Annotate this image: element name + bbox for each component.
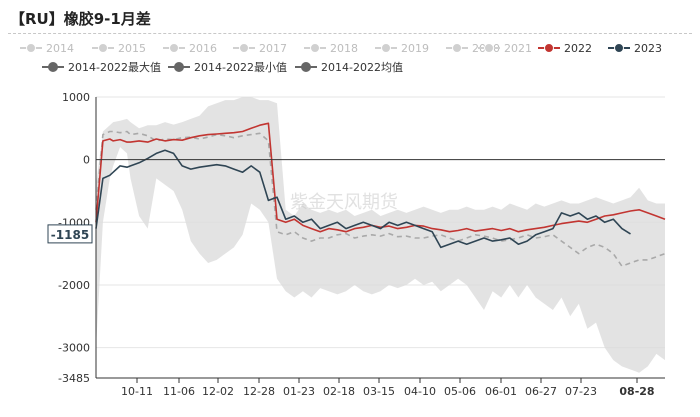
series-line-2014-2022均值 bbox=[95, 130, 666, 267]
legend-label: 2016 bbox=[189, 41, 217, 55]
legend: 2014201520162017201820192020202120222023… bbox=[0, 0, 700, 90]
legend-label: 2015 bbox=[118, 41, 146, 55]
legend-item-2017[interactable]: 2017 bbox=[233, 40, 287, 56]
legend-label: 2014 bbox=[46, 41, 74, 55]
legend-item-2014-2022均值[interactable]: 2014-2022均值 bbox=[295, 59, 403, 75]
chart-title: 【RU】橡胶9-1月差 bbox=[10, 10, 151, 28]
x-tick-label: 10-11 bbox=[121, 385, 153, 398]
legend-label: 2019 bbox=[401, 41, 429, 55]
y-tick-label: -3000 bbox=[58, 342, 90, 355]
current-value-label: -1185 bbox=[51, 228, 89, 242]
legend-item-2021[interactable]: 2021 bbox=[478, 40, 532, 56]
legend-symbol-icon bbox=[446, 42, 468, 54]
legend-symbol-icon bbox=[163, 42, 185, 54]
range-band bbox=[96, 97, 665, 373]
x-tick-label: 05-06 bbox=[444, 385, 476, 398]
x-tick-label: 03-15 bbox=[363, 385, 395, 398]
y-tick-label: -3485 bbox=[58, 372, 90, 385]
legend-item-2022[interactable]: 2022 bbox=[538, 40, 592, 56]
x-tick-label: 12-28 bbox=[243, 385, 275, 398]
legend-item-2014[interactable]: 2014 bbox=[20, 40, 74, 56]
legend-label: 2014-2022均值 bbox=[321, 61, 403, 74]
current-value-box bbox=[47, 224, 93, 244]
x-tick-label: 12-02 bbox=[202, 385, 234, 398]
legend-symbol-icon bbox=[375, 42, 397, 54]
x-tick-label: 11-06 bbox=[163, 385, 195, 398]
legend-symbol-icon bbox=[608, 42, 630, 54]
legend-symbol-icon bbox=[20, 42, 42, 54]
legend-symbol-icon bbox=[478, 42, 500, 54]
y-tick-label: 0 bbox=[83, 154, 90, 167]
legend-symbol-icon bbox=[42, 61, 64, 73]
x-tick-label: 06-27 bbox=[525, 385, 557, 398]
legend-symbol-icon bbox=[304, 42, 326, 54]
legend-label: 2018 bbox=[330, 41, 358, 55]
legend-symbol-icon bbox=[233, 42, 255, 54]
legend-label: 2017 bbox=[259, 41, 287, 55]
legend-item-2014-2022最小值[interactable]: 2014-2022最小值 bbox=[168, 59, 287, 75]
x-tick-label: 06-01 bbox=[485, 385, 517, 398]
y-tick-label: 1000 bbox=[62, 91, 90, 104]
current-value-tag: -1185 bbox=[47, 224, 93, 244]
y-tick-label: -2000 bbox=[58, 279, 90, 292]
legend-label: 2021 bbox=[504, 41, 532, 55]
series-line-2023 bbox=[95, 149, 631, 249]
x-tick-label: 07-23 bbox=[565, 385, 597, 398]
legend-label: 2014-2022最大值 bbox=[68, 61, 161, 74]
x-tick-label: 01-23 bbox=[283, 385, 315, 398]
legend-symbol-icon bbox=[92, 42, 114, 54]
legend-item-2016[interactable]: 2016 bbox=[163, 40, 217, 56]
range-band-area bbox=[96, 97, 665, 373]
legend-item-2023[interactable]: 2023 bbox=[608, 40, 662, 56]
x-tick-label: 02-18 bbox=[323, 385, 355, 398]
x-tick-label: 04-10 bbox=[404, 385, 436, 398]
legend-item-2019[interactable]: 2019 bbox=[375, 40, 429, 56]
legend-label: 2023 bbox=[634, 41, 662, 55]
legend-label: 2014-2022最小值 bbox=[194, 61, 287, 74]
watermark: 紫金天风期货 bbox=[290, 192, 398, 213]
legend-item-2014-2022最大值[interactable]: 2014-2022最大值 bbox=[42, 59, 161, 75]
title-divider bbox=[8, 33, 692, 34]
legend-symbol-icon bbox=[538, 42, 560, 54]
legend-symbol-icon bbox=[295, 61, 317, 73]
series-lines bbox=[95, 122, 666, 267]
legend-label: 2022 bbox=[564, 41, 592, 55]
x-tick-label: 08-28 bbox=[619, 385, 654, 398]
legend-item-2015[interactable]: 2015 bbox=[92, 40, 146, 56]
legend-item-2018[interactable]: 2018 bbox=[304, 40, 358, 56]
legend-symbol-icon bbox=[168, 61, 190, 73]
